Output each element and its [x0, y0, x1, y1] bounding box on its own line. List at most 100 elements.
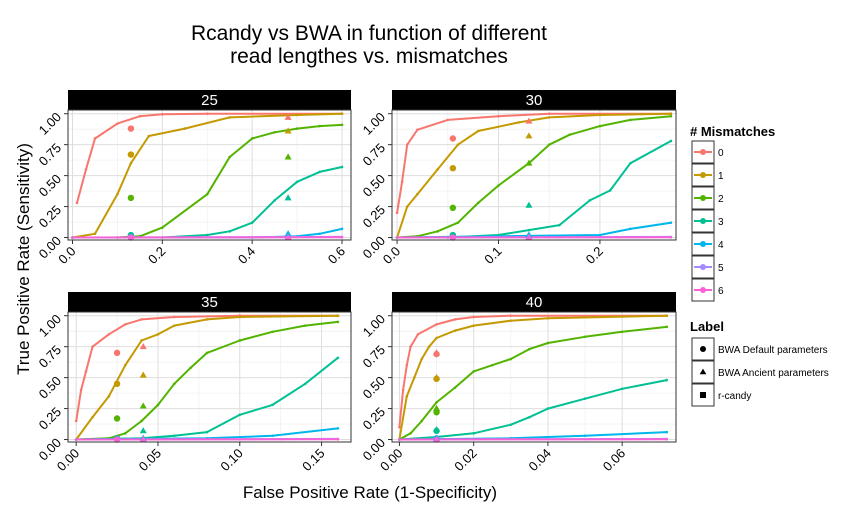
series-point-mismatch-1	[669, 112, 673, 116]
series-line-mismatch-0	[396, 112, 671, 213]
panel-strip-label: 25	[201, 92, 218, 109]
bwa-default-marker-mismatch-0	[113, 349, 121, 357]
series-line-mismatch-1	[75, 314, 338, 441]
series-point-mismatch-2	[436, 230, 439, 233]
bwa-ancient-marker-mismatch-3	[284, 194, 292, 201]
panel-strip-label: 30	[526, 92, 543, 109]
legend-mismatch-label: 5	[718, 263, 724, 274]
series-point-mismatch-2	[295, 127, 299, 130]
series-point-mismatch-3	[472, 432, 475, 435]
bwa-default-marker-mismatch-2	[113, 415, 121, 422]
series-lines	[71, 112, 344, 239]
series-point-mismatch-2	[547, 143, 551, 146]
series-point-mismatch-0	[84, 168, 88, 171]
series-point-mismatch-1	[147, 134, 151, 138]
series-point-mismatch-1	[183, 127, 187, 130]
series-point-mismatch-3	[238, 413, 242, 417]
series-point-mismatch-1	[665, 314, 669, 318]
series-point-mismatch-2	[453, 386, 457, 389]
legend-mismatch-label: 2	[718, 194, 724, 205]
panel-strip-label: 35	[201, 294, 218, 311]
series-point-mismatch-2	[205, 351, 209, 355]
series-point-mismatch-2	[340, 123, 344, 127]
series-point-mismatch-1	[412, 376, 416, 379]
legend-label-text: BWA Ancient parameters	[718, 368, 829, 379]
series-point-mismatch-2	[497, 184, 500, 187]
series-point-mismatch-2	[546, 341, 550, 345]
series-point-mismatch-1	[405, 205, 409, 208]
bwa-ancient-marker-mismatch-2	[139, 402, 147, 409]
series-point-mismatch-1	[509, 319, 513, 322]
y-axis-ticks: 0.000.250.500.751.00	[360, 311, 392, 464]
panel-background	[68, 110, 351, 240]
x-axis-ticks: 0.00 0.05 0.10 0.15	[54, 442, 328, 474]
series-point-mismatch-6	[71, 236, 74, 239]
series-point-mismatch-0	[91, 345, 94, 348]
series-point-mismatch-1	[598, 113, 602, 117]
series-point-mismatch-3	[665, 378, 669, 382]
series-point-mismatch-2	[490, 363, 494, 367]
bwa-default-marker-mismatch-2	[449, 204, 457, 212]
series-point-mismatch-1	[416, 192, 419, 196]
series-point-mismatch-3	[336, 356, 340, 360]
series-point-mismatch-1	[107, 394, 111, 398]
series-point-mismatch-2	[583, 335, 587, 339]
series-point-mismatch-1	[435, 336, 438, 340]
legend-label-text: BWA Default parameters	[718, 345, 828, 356]
series-point-mismatch-0	[395, 211, 399, 215]
x-tick-label: 0.2	[145, 244, 168, 267]
legend-mismatch-item-3: 3	[691, 209, 724, 233]
series-point-mismatch-2	[173, 382, 176, 386]
series-point-mismatch-0	[116, 122, 119, 125]
bwa-ancient-marker-mismatch-6	[525, 233, 533, 240]
legend-key-point	[700, 149, 706, 155]
series-point-mismatch-2	[318, 124, 321, 128]
series-point-mismatch-3	[558, 223, 561, 227]
bwa-default-marker-mismatch-0	[127, 125, 135, 132]
y-axis-ticks: 0.000.250.500.751.00	[36, 109, 68, 262]
legend-mismatch-label: 1	[718, 171, 724, 182]
series-point-mismatch-0	[173, 315, 176, 319]
series-point-mismatch-2	[509, 357, 513, 361]
y-axis-ticks: 0.000.250.500.751.00	[36, 311, 68, 464]
legend-mismatch-item-6: 6	[691, 278, 724, 302]
legend-label-item-circle: BWA Default parameters	[691, 337, 828, 361]
series-point-mismatch-1	[472, 324, 475, 327]
series-point-mismatch-0	[446, 118, 450, 122]
series-point-mismatch-6	[665, 437, 669, 441]
panel-strip-label: 40	[526, 294, 543, 311]
series-point-mismatch-1	[456, 143, 460, 146]
series-point-mismatch-2	[629, 118, 632, 122]
y-tick-label: 0.75	[36, 342, 65, 371]
series-point-mismatch-4	[318, 232, 321, 236]
series-point-mismatch-4	[665, 430, 669, 434]
series-line-mismatch-0	[75, 314, 338, 422]
x-tick-label: 0.1	[481, 244, 504, 267]
series-point-mismatch-0	[161, 113, 164, 116]
y-axis-ticks: 0.000.250.500.751.00	[360, 109, 392, 262]
series-point-mismatch-1	[91, 415, 94, 419]
x-tick-label: 0.4	[235, 244, 258, 267]
x-tick-label: 0.15	[299, 446, 328, 475]
legend-label-title: Label	[690, 319, 724, 334]
series-point-mismatch-2	[189, 366, 192, 370]
panel-border	[391, 311, 677, 443]
legend-mismatch-label: 6	[718, 286, 724, 297]
legend-label-text: r-candy	[718, 391, 751, 402]
series-point-mismatch-1	[173, 324, 176, 327]
series-point-mismatch-1	[476, 129, 480, 133]
series-point-mismatch-6	[336, 437, 340, 441]
series-point-mismatch-3	[629, 161, 632, 165]
series-line-mismatch-4	[397, 221, 672, 239]
series-point-mismatch-3	[620, 387, 624, 391]
bwa-default-marker-mismatch-1	[449, 164, 457, 172]
x-tick-label: 0.6	[325, 244, 348, 267]
panel-background	[392, 110, 676, 240]
markers	[113, 343, 147, 443]
series-point-mismatch-2	[156, 403, 160, 407]
panel-border	[391, 109, 677, 241]
series-point-mismatch-2	[620, 330, 624, 334]
bwa-ancient-marker-mismatch-2	[284, 153, 292, 160]
x-axis-ticks: 0.00 0.02 0.04 0.06	[377, 442, 628, 474]
